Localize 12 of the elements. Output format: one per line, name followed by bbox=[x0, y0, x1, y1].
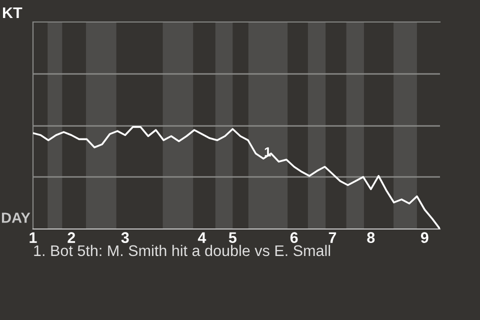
text: KT bbox=[3, 7, 22, 18]
x-tick-label: 3 bbox=[121, 232, 129, 244]
x-tick-label: 4 bbox=[198, 232, 206, 243]
x-tick-label: 9 bbox=[420, 232, 428, 243]
text: DAY bbox=[2, 212, 30, 223]
x-tick-label: 8 bbox=[367, 232, 375, 243]
x-tick-label: 2 bbox=[68, 232, 76, 243]
x-tick-label: 7 bbox=[328, 232, 336, 243]
x-tick-label: 5 bbox=[228, 232, 236, 243]
x-tick-label: 1 bbox=[30, 232, 37, 243]
x-tick-label: 6 bbox=[290, 232, 298, 243]
text: 1. Bot 5th: M. Smith hit a double vs E. Small bbox=[34, 244, 330, 256]
